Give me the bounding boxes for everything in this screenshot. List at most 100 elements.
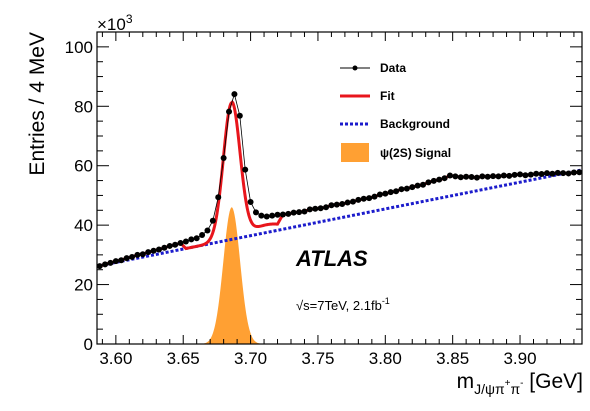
data-point [533, 170, 540, 177]
data-point [333, 201, 340, 208]
data-point [312, 205, 319, 212]
data-point [226, 108, 233, 115]
data-point [490, 173, 497, 180]
signal-area [189, 207, 274, 344]
data-point [393, 188, 400, 195]
data-point [339, 201, 346, 208]
data-point [376, 191, 383, 198]
data-point [560, 170, 567, 177]
plot-area [97, 91, 582, 344]
legend: Data Fit Background ψ(2S) Signal [340, 61, 451, 162]
x-tick-label: 3.75 [301, 349, 334, 368]
plot-frame [96, 31, 583, 345]
x-tick-label: 3.80 [369, 349, 402, 368]
data-point [129, 253, 136, 260]
data-point [269, 212, 276, 219]
data-point [484, 173, 491, 180]
data-point [549, 170, 556, 177]
energy-label: √s=7TeV, 2.1fb-1 [296, 296, 390, 313]
data-point [134, 251, 141, 258]
y-tick-label: 60 [74, 157, 93, 176]
data-point [274, 211, 281, 218]
data-point [215, 194, 222, 201]
data-point [344, 199, 351, 206]
data-point [382, 190, 389, 197]
data-point [457, 174, 464, 181]
data-point [554, 169, 561, 176]
data-point [247, 198, 254, 205]
data-point [123, 255, 130, 262]
data-point [441, 175, 448, 182]
data-point [495, 173, 502, 180]
background-line [97, 168, 582, 268]
x-tick-label: 3.60 [99, 349, 132, 368]
data-point [145, 249, 152, 256]
x-tick-labels: 3.60 3.65 3.70 3.75 3.80 3.85 3.90 [99, 349, 536, 368]
data-point [511, 171, 518, 178]
legend-entry-data: Data [340, 61, 406, 75]
legend-label-background: Background [380, 117, 450, 131]
data-point [527, 171, 534, 178]
y-tick-label: 20 [74, 276, 93, 295]
data-point [161, 244, 168, 251]
data-point [252, 209, 259, 216]
data-point [328, 202, 335, 209]
data-point [473, 174, 480, 181]
data-point [112, 258, 119, 265]
data-point [349, 198, 356, 205]
data-point [193, 235, 200, 242]
data-point [463, 173, 470, 180]
fit-layer [99, 99, 580, 268]
legend-signal-swatch [341, 143, 369, 162]
data-point [576, 169, 582, 176]
data-point [409, 184, 416, 191]
data-point [543, 170, 550, 177]
data-point [452, 173, 459, 180]
data-point [500, 172, 507, 179]
legend-entry-fit: Fit [340, 89, 395, 103]
data-point [446, 172, 453, 179]
background-layer [97, 168, 582, 268]
y-axis-title: Entries / 4 MeV [26, 32, 49, 176]
data-point [102, 261, 109, 268]
fit-line [99, 99, 580, 268]
y-tick-labels: 0 20 40 60 80 100 [65, 38, 93, 354]
y-tick-label: 100 [65, 38, 93, 57]
legend-label-signal: ψ(2S) Signal [380, 146, 451, 160]
data-point [166, 242, 173, 249]
data-point [155, 246, 162, 253]
y-tick-label: 40 [74, 216, 93, 235]
data-point [398, 186, 405, 193]
data-point [236, 112, 243, 119]
data-point [403, 185, 410, 192]
data-point [522, 172, 529, 179]
data-point [258, 212, 265, 219]
data-point [436, 176, 443, 183]
data-point [414, 182, 421, 189]
data-point [479, 173, 486, 180]
data-point [366, 195, 373, 202]
atlas-label: ATLAS [295, 246, 368, 271]
legend-entry-background: Background [340, 117, 450, 131]
data-point [220, 154, 227, 161]
legend-label-data: Data [380, 61, 406, 75]
data-point [118, 257, 125, 264]
data-point [355, 196, 362, 203]
y-multiplier: ×103 [97, 12, 133, 34]
legend-entry-signal: ψ(2S) Signal [341, 143, 451, 162]
data-point [570, 169, 577, 176]
signal-layer [189, 207, 274, 344]
x-axis-title: mJ/ψπ+π- [GeV] [457, 370, 583, 397]
x-tick-label: 3.65 [167, 349, 200, 368]
data-point [468, 174, 475, 181]
data-point [323, 204, 330, 211]
legend-data-marker [352, 65, 358, 71]
data-point [97, 263, 103, 270]
data-point [420, 181, 427, 188]
data-point [285, 210, 292, 217]
data-point [172, 241, 179, 248]
data-point [301, 208, 308, 215]
data-point [538, 171, 545, 178]
data-point [317, 205, 324, 212]
data-point [517, 171, 524, 178]
